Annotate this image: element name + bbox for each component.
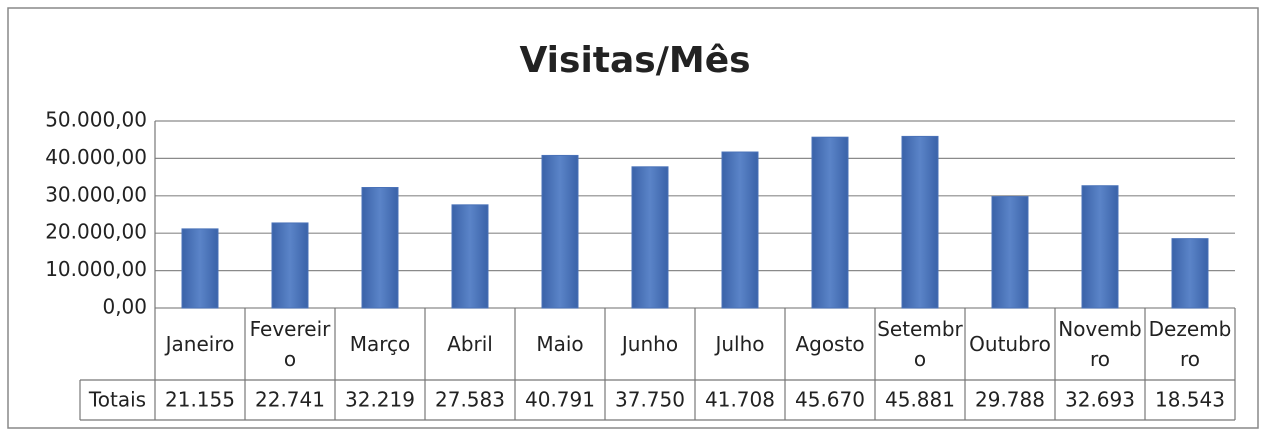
x-tick-label-box: Março	[349, 332, 411, 356]
x-tick-label: Maio	[536, 332, 584, 356]
x-tick-label-box: Fevereiro	[249, 317, 331, 371]
data-label: 45.670	[795, 388, 865, 412]
x-tick-label: Janeiro	[165, 332, 235, 356]
data-label: 32.693	[1065, 388, 1135, 412]
x-tick-label-box: Agosto	[795, 332, 865, 356]
y-tick-label: 40.000,00	[45, 145, 147, 169]
x-tick-label-box: Dezembro	[1148, 317, 1232, 371]
bar	[451, 204, 489, 309]
bar	[1171, 238, 1209, 309]
x-tick-label: Dezembro	[1148, 317, 1232, 371]
x-tick-label: Julho	[715, 332, 765, 356]
bar	[811, 136, 849, 309]
data-label: 27.583	[435, 388, 505, 412]
data-label: 37.750	[615, 388, 685, 412]
x-tick-label-box: Junho	[621, 332, 679, 356]
bar	[541, 154, 579, 309]
y-tick-label: 0,00	[102, 295, 147, 319]
x-tick-label: Novembro	[1058, 317, 1142, 371]
x-tick-label-box: Julho	[715, 332, 765, 356]
x-tick-label: Setembro	[877, 317, 963, 371]
x-tick-label: Fevereiro	[249, 317, 331, 371]
bar	[721, 151, 759, 309]
bar	[901, 135, 939, 309]
data-label: 45.881	[885, 388, 955, 412]
data-label: 41.708	[705, 388, 775, 412]
bar	[991, 196, 1029, 309]
x-tick-label-box: Outubro	[969, 332, 1051, 356]
x-tick-label-box: Novembro	[1058, 317, 1142, 371]
bar	[1081, 185, 1119, 309]
x-tick-label-box: Abril	[447, 332, 493, 356]
chart-title: Visitas/Mês	[519, 40, 750, 81]
x-tick-label-box: Janeiro	[165, 332, 235, 356]
bar	[631, 166, 669, 309]
data-label: 40.791	[525, 388, 595, 412]
bar	[361, 187, 399, 309]
x-tick-label: Outubro	[969, 332, 1051, 356]
x-tick-label: Abril	[447, 332, 493, 356]
bar	[181, 228, 219, 309]
x-tick-label: Março	[349, 332, 411, 356]
x-tick-label-box: Maio	[536, 332, 584, 356]
data-label: 21.155	[165, 388, 235, 412]
y-tick-label: 30.000,00	[45, 182, 147, 206]
x-tick-label: Junho	[621, 332, 679, 356]
bar	[271, 222, 309, 309]
legend-label: Totais	[88, 388, 146, 412]
data-label: 29.788	[975, 388, 1045, 412]
data-label: 32.219	[345, 388, 415, 412]
y-tick-label: 50.000,00	[45, 108, 147, 132]
y-tick-label: 20.000,00	[45, 220, 147, 244]
x-tick-label-box: Setembro	[877, 317, 963, 371]
data-label: 22.741	[255, 388, 325, 412]
x-tick-label: Agosto	[795, 332, 865, 356]
data-label: 18.543	[1155, 388, 1225, 412]
y-tick-label: 10.000,00	[45, 257, 147, 281]
